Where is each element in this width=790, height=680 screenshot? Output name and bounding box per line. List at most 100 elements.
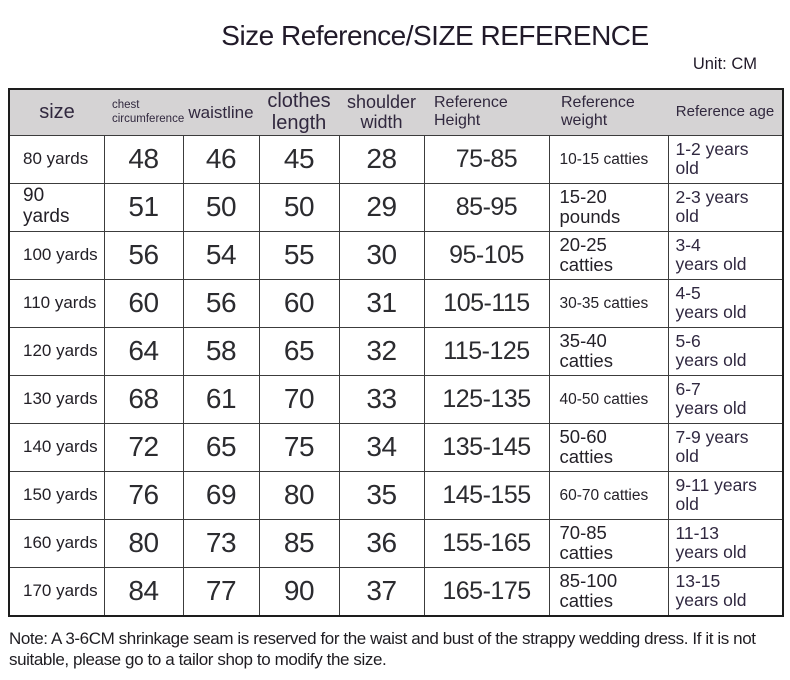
cell-shoulder-width: 34 (338, 422, 425, 472)
cell-reference-height: 155-165 (423, 518, 550, 568)
cell-reference-height: 125-135 (423, 374, 550, 424)
cell-clothes-length: 80 (258, 470, 340, 520)
cell-size: 120 yards (8, 326, 105, 376)
cell-chest-circumference: 51 (103, 182, 184, 232)
cell-waistline: 73 (182, 518, 260, 568)
cell-chest-circumference: 64 (103, 326, 184, 376)
table-row: 170 yards 84 77 90 37 165-175 85-100 catties 13… (8, 566, 784, 617)
cell-reference-weight: 20-25 catties (548, 230, 669, 280)
cell-chest-circumference: 80 (103, 518, 184, 568)
cell-chest-circumference: 48 (103, 134, 184, 184)
cell-waistline: 46 (182, 134, 260, 184)
cell-reference-age: 13-15 years old (667, 566, 784, 617)
cell-reference-weight: 35-40 catties (548, 326, 669, 376)
cell-reference-weight: 10-15 catties (548, 134, 669, 184)
cell-clothes-length: 65 (258, 326, 340, 376)
cell-waistline: 61 (182, 374, 260, 424)
cell-clothes-length: 60 (258, 278, 340, 328)
cell-reference-age: 4-5 years old (667, 278, 784, 328)
cell-reference-height: 85-95 (423, 182, 550, 232)
table-row: 80 yards 48 46 45 28 75-85 10-15 catties 1-2 ye… (8, 134, 784, 184)
cell-reference-height: 165-175 (423, 566, 550, 617)
cell-reference-height: 95-105 (423, 230, 550, 280)
cell-waistline: 54 (182, 230, 260, 280)
cell-shoulder-width: 32 (338, 326, 425, 376)
cell-reference-weight: 15-20 pounds (548, 182, 669, 232)
cell-waistline: 50 (182, 182, 260, 232)
cell-reference-age: 7-9 years old (667, 422, 784, 472)
table-row: 110 yards 60 56 60 31 105-115 30-35 catties 4-5… (8, 278, 784, 328)
cell-size: 110 yards (8, 278, 105, 328)
cell-reference-age: 3-4 years old (667, 230, 784, 280)
cell-waistline: 58 (182, 326, 260, 376)
cell-clothes-length: 75 (258, 422, 340, 472)
header-row: size chest circumference waistline clothes … (9, 89, 783, 136)
cell-size: 140 yards (8, 422, 105, 472)
cell-reference-age: 5-6 years old (667, 326, 784, 376)
cell-reference-weight: 40-50 catties (548, 374, 669, 424)
table-row: 160 yards 80 73 85 36 155-165 70-85 catties 11-… (8, 518, 784, 568)
table-row: 150 yards 76 69 80 35 145-155 60-70 catties 9-1… (8, 470, 784, 520)
cell-waistline: 77 (182, 566, 260, 617)
cell-reference-weight: 85-100 catties (548, 566, 669, 617)
unit-label: Unit: CM (692, 55, 757, 73)
cell-clothes-length: 50 (258, 182, 340, 232)
cell-reference-weight: 70-85 catties (548, 518, 669, 568)
cell-size: 90 yards (8, 182, 105, 232)
cell-chest-circumference: 76 (103, 470, 184, 520)
cell-chest-circumference: 60 (103, 278, 184, 328)
col-header-shoulder-width: shoulder width (346, 92, 417, 133)
table-header: size chest circumference waistline clothes … (9, 89, 783, 136)
cell-reference-height: 145-155 (423, 470, 550, 520)
cell-reference-height: 75-85 (423, 134, 550, 184)
col-header-size: size (39, 101, 75, 124)
cell-reference-age: 11-13 years old (667, 518, 784, 568)
cell-clothes-length: 90 (258, 566, 340, 617)
cell-reference-age: 2-3 years old (667, 182, 784, 232)
cell-reference-weight: 60-70 catties (548, 470, 669, 520)
cell-reference-age: 9-11 years old (667, 470, 784, 520)
cell-size: 170 yards (8, 566, 105, 617)
cell-size: 80 yards (8, 134, 105, 184)
col-header-reference-weight: Reference weight (561, 94, 635, 130)
cell-shoulder-width: 29 (338, 182, 425, 232)
cell-chest-circumference: 56 (103, 230, 184, 280)
cell-shoulder-width: 37 (338, 566, 425, 617)
cell-chest-circumference: 68 (103, 374, 184, 424)
cell-size: 160 yards (8, 518, 105, 568)
cell-waistline: 69 (182, 470, 260, 520)
cell-waistline: 56 (182, 278, 260, 328)
cell-shoulder-width: 28 (338, 134, 425, 184)
cell-reference-height: 115-125 (423, 326, 550, 376)
cell-size: 150 yards (8, 470, 105, 520)
size-reference-table: size chest circumference waistline clothes … (8, 88, 784, 617)
col-header-waistline: waistline (188, 102, 254, 122)
cell-chest-circumference: 84 (103, 566, 184, 617)
table-row: 130 yards 68 61 70 33 125-135 40-50 catties 6-7… (8, 374, 784, 424)
cell-reference-height: 135-145 (423, 422, 550, 472)
cell-waistline: 65 (182, 422, 260, 472)
cell-chest-circumference: 72 (103, 422, 184, 472)
col-header-reference-age: Reference age (675, 102, 775, 120)
col-header-reference-height: Reference Height (434, 94, 508, 130)
table-row: 90 yards 51 50 50 29 85-95 15-20 pounds 2-3 yea… (8, 182, 784, 232)
table-row: 100 yards 56 54 55 30 95-105 20-25 catties 3-4 … (8, 230, 784, 280)
cell-shoulder-width: 33 (338, 374, 425, 424)
cell-shoulder-width: 30 (338, 230, 425, 280)
table-row: 120 yards 64 58 65 32 115-125 35-40 catties 5-6… (8, 326, 784, 376)
cell-reference-age: 6-7 years old (667, 374, 784, 424)
col-header-clothes-length: clothes length (267, 90, 331, 135)
cell-size: 130 yards (8, 374, 105, 424)
cell-reference-height: 105-115 (423, 278, 550, 328)
cell-reference-weight: 50-60 catties (548, 422, 669, 472)
cell-shoulder-width: 36 (338, 518, 425, 568)
cell-clothes-length: 45 (258, 134, 340, 184)
col-header-chest-circumference: chest circumference (112, 99, 185, 126)
cell-reference-weight: 30-35 catties (548, 278, 669, 328)
cell-size: 100 yards (8, 230, 105, 280)
cell-clothes-length: 85 (258, 518, 340, 568)
cell-clothes-length: 70 (258, 374, 340, 424)
table-row: 140 yards 72 65 75 34 135-145 50-60 catties 7-9… (8, 422, 784, 472)
cell-shoulder-width: 31 (338, 278, 425, 328)
